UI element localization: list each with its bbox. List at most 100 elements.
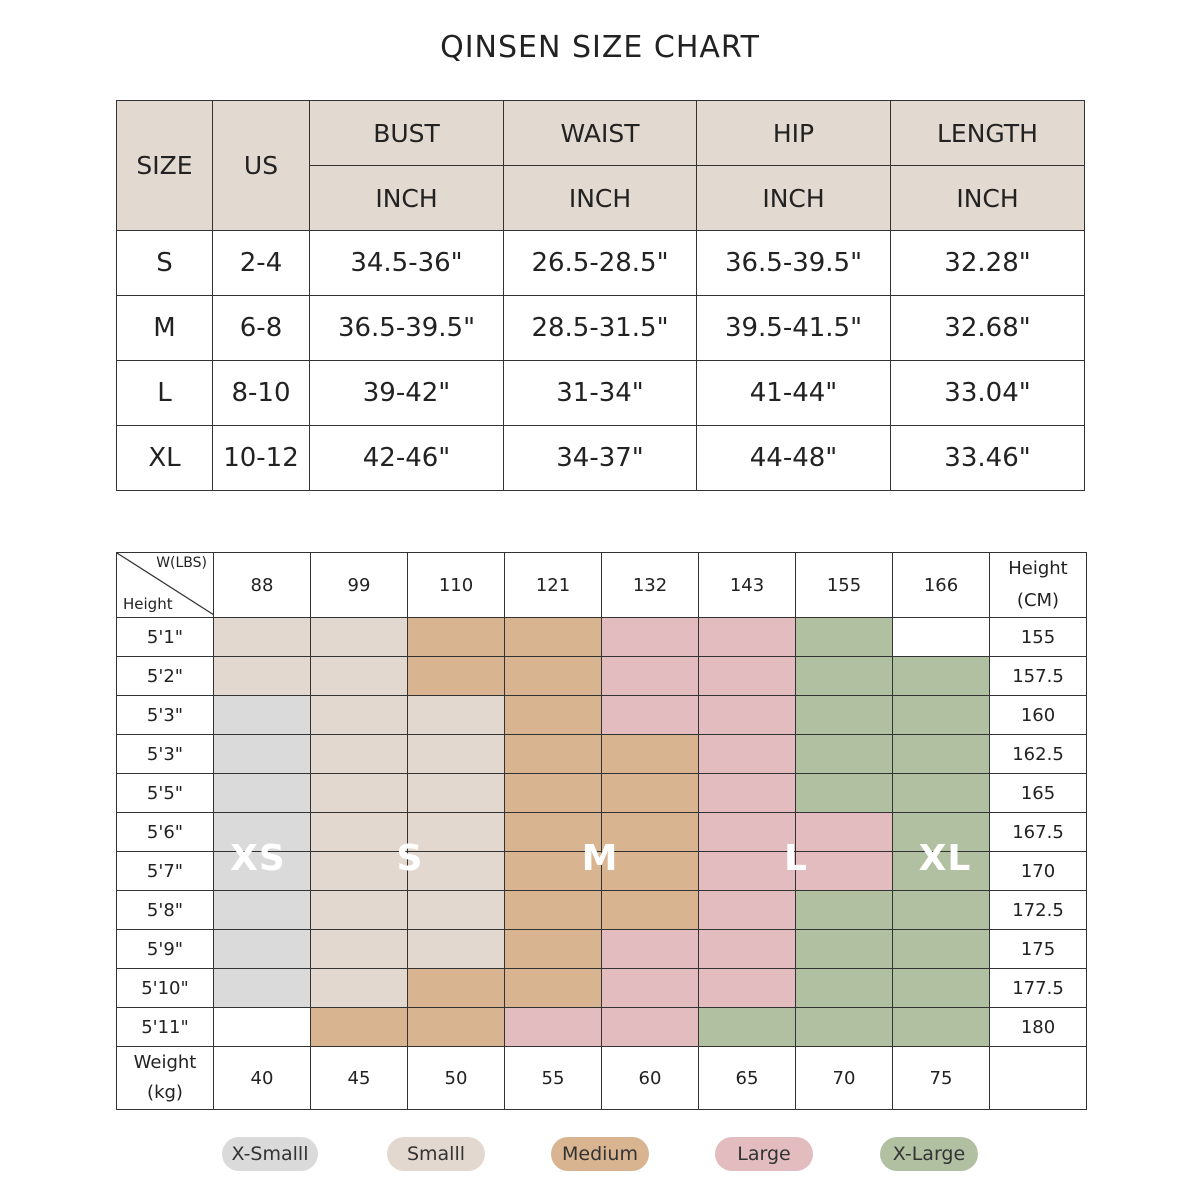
zone-label-l: L [784, 838, 808, 879]
height-ft-cell: 5'3" [116, 695, 214, 735]
weight-kg-cell: 50 [407, 1046, 505, 1110]
size-fit-table: W(LBS) Height 88 99 110 121 132 143 155 166 Heig… [116, 552, 1087, 1110]
header-unit: INCH [503, 165, 697, 231]
height-cm-cell: 165 [989, 773, 1087, 813]
fit-cell-xs [213, 890, 311, 930]
weight-kg-label: Weight (kg) [116, 1046, 214, 1110]
table-row: M 6-8 36.5-39.5" 28.5-31.5" 39.5-41.5" 32.68" [116, 295, 1085, 361]
table-cell: 6-8 [212, 295, 310, 361]
fit-cell-s [407, 695, 505, 735]
fit-cell-empty [892, 617, 990, 657]
fit-cell-xs [213, 968, 311, 1008]
height-cm-header-unit: (CM) [1016, 590, 1060, 611]
fit-cell-l [795, 851, 893, 891]
header-size: SIZE [116, 100, 213, 231]
weight-kg-cell: 75 [892, 1046, 990, 1110]
height-cm-header-line: Height [1008, 558, 1068, 579]
fit-cell-s [407, 734, 505, 774]
table-row: L 8-10 39-42" 31-34" 41-44" 33.04" [116, 360, 1085, 426]
height-ft-cell: 5'10" [116, 968, 214, 1008]
table-cell: 8-10 [212, 360, 310, 426]
fit-cell-l [698, 773, 796, 813]
table-cell: 28.5-31.5" [503, 295, 697, 361]
fit-cell-l [601, 695, 699, 735]
height-ft-cell: 5'6" [116, 812, 214, 852]
fit-cell-l [504, 1007, 602, 1047]
fit-cell-m [504, 812, 602, 852]
fit-cell-xl [795, 890, 893, 930]
empty-cell [989, 1046, 1087, 1110]
fit-cell-xl [795, 968, 893, 1008]
corner-height-label: Height [123, 595, 173, 613]
fit-cell-xl [892, 890, 990, 930]
fit-cell-l [795, 812, 893, 852]
fit-cell-xs [213, 734, 311, 774]
fit-cell-xl [698, 1007, 796, 1047]
table-cell: 34.5-36" [309, 230, 504, 296]
fit-cell-s [310, 890, 408, 930]
height-cm-cell: 177.5 [989, 968, 1087, 1008]
fit-cell-l [601, 656, 699, 696]
fit-cell-xl [795, 1007, 893, 1047]
fit-cell-xl [892, 656, 990, 696]
table-cell: 26.5-28.5" [503, 230, 697, 296]
fit-row: 5'3" 160 [116, 695, 1087, 735]
height-cm-cell: 170 [989, 851, 1087, 891]
zone-label-xs: XS [230, 838, 286, 879]
fit-cell-s [310, 929, 408, 969]
legend-medium: Medium [551, 1137, 649, 1171]
table-cell: 44-48" [696, 425, 891, 491]
height-cm-cell: 172.5 [989, 890, 1087, 930]
height-ft-cell: 5'8" [116, 890, 214, 930]
fit-cell-xl [892, 968, 990, 1008]
table-cell: 36.5-39.5" [696, 230, 891, 296]
fit-cell-m [407, 656, 505, 696]
table-row: XL 10-12 42-46" 34-37" 44-48" 33.46" [116, 425, 1085, 491]
weight-kg-label-unit: (kg) [147, 1082, 183, 1103]
weight-kg-row: Weight (kg) 40 45 50 55 60 65 70 75 [116, 1046, 1087, 1110]
table-cell: L [116, 360, 213, 426]
fit-row: 5'8" 172.5 [116, 890, 1087, 930]
header-length: LENGTH [890, 100, 1085, 166]
fit-cell-xs [213, 773, 311, 813]
fit-cell-l [698, 656, 796, 696]
fit-cell-xl [795, 929, 893, 969]
fit-cell-l [698, 617, 796, 657]
weight-lbs-header: 166 [892, 552, 990, 618]
table-cell: 36.5-39.5" [309, 295, 504, 361]
fit-cell-s [310, 617, 408, 657]
fit-cell-xs [213, 851, 311, 891]
height-cm-cell: 180 [989, 1007, 1087, 1047]
zone-label-m: M [581, 838, 619, 879]
weight-lbs-header: 88 [213, 552, 311, 618]
fit-cell-m [504, 773, 602, 813]
table-cell: S [116, 230, 213, 296]
weight-kg-cell: 70 [795, 1046, 893, 1110]
table-cell: 32.28" [890, 230, 1085, 296]
table-cell: 34-37" [503, 425, 697, 491]
fit-cell-xl [892, 1007, 990, 1047]
fit-cell-l [601, 929, 699, 969]
fit-cell-m [504, 695, 602, 735]
fit-cell-m [504, 656, 602, 696]
fit-cell-s [310, 851, 408, 891]
fit-cell-xl [795, 773, 893, 813]
table-cell: 39.5-41.5" [696, 295, 891, 361]
height-cm-header: Height (CM) [989, 552, 1087, 618]
corner-diagonal [117, 553, 214, 615]
table-cell: 32.68" [890, 295, 1085, 361]
fit-cell-s [213, 656, 311, 696]
fit-cell-l [698, 890, 796, 930]
header-unit: INCH [309, 165, 504, 231]
fit-cell-l [698, 812, 796, 852]
table-row: S 2-4 34.5-36" 26.5-28.5" 36.5-39.5" 32.28" [116, 230, 1085, 296]
height-ft-cell: 5'3" [116, 734, 214, 774]
fit-cell-l [698, 734, 796, 774]
fit-cell-m [504, 734, 602, 774]
fit-cell-m [407, 1007, 505, 1047]
table-cell: 42-46" [309, 425, 504, 491]
height-cm-cell: 162.5 [989, 734, 1087, 774]
fit-row: 5'9" 175 [116, 929, 1087, 969]
fit-cell-xl [795, 656, 893, 696]
zone-label-xl: XL [918, 838, 972, 879]
